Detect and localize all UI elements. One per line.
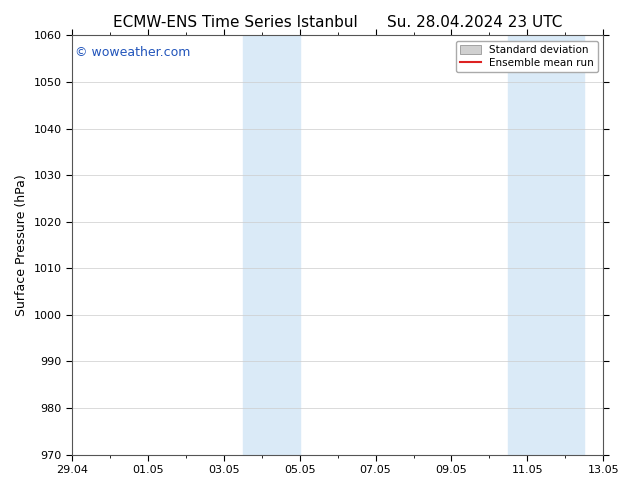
Text: © woweather.com: © woweather.com: [75, 46, 190, 59]
Bar: [508, 35, 584, 455]
Legend: Standard deviation, Ensemble mean run: Standard deviation, Ensemble mean run: [456, 41, 598, 73]
Y-axis label: Surface Pressure (hPa): Surface Pressure (hPa): [15, 174, 28, 316]
Title: ECMW-ENS Time Series Istanbul      Su. 28.04.2024 23 UTC: ECMW-ENS Time Series Istanbul Su. 28.04.…: [113, 15, 562, 30]
Bar: [243, 35, 300, 455]
